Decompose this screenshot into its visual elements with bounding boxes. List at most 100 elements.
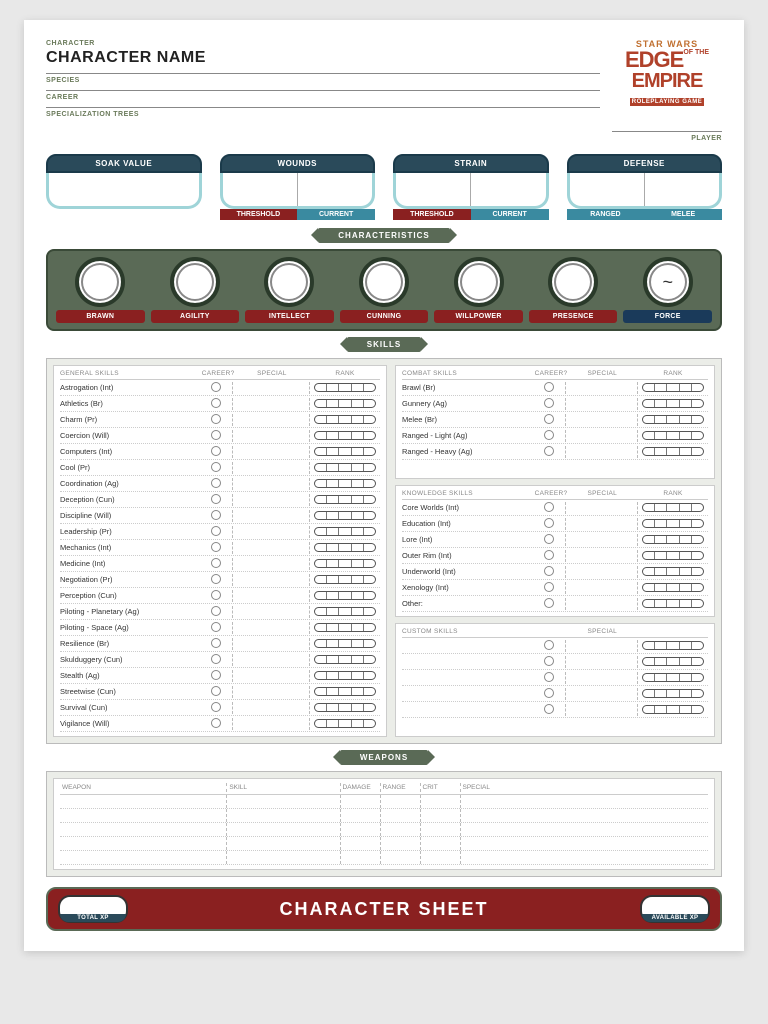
skill-rank[interactable] — [310, 399, 380, 408]
career-checkbox[interactable] — [200, 638, 232, 650]
characteristic-value[interactable] — [264, 257, 314, 307]
skill-rank[interactable] — [310, 719, 380, 728]
career-checkbox[interactable] — [533, 534, 565, 546]
skill-special[interactable] — [232, 654, 310, 666]
skill-rank[interactable] — [638, 583, 708, 592]
career-checkbox[interactable] — [200, 414, 232, 426]
weapon-row[interactable] — [60, 851, 708, 865]
skill-special[interactable] — [232, 574, 310, 586]
career-checkbox[interactable] — [533, 446, 565, 458]
career-checkbox[interactable] — [533, 382, 565, 394]
skill-rank[interactable] — [638, 657, 708, 666]
skill-special[interactable] — [232, 686, 310, 698]
skill-rank[interactable] — [310, 543, 380, 552]
skill-special[interactable] — [232, 462, 310, 474]
skill-rank[interactable] — [638, 705, 708, 714]
skill-rank[interactable] — [638, 535, 708, 544]
career-checkbox[interactable] — [200, 526, 232, 538]
career-checkbox[interactable] — [533, 398, 565, 410]
skill-rank[interactable] — [310, 527, 380, 536]
weapon-row[interactable] — [60, 837, 708, 851]
skill-rank[interactable] — [310, 575, 380, 584]
skill-special[interactable] — [565, 518, 638, 530]
skill-rank[interactable] — [638, 415, 708, 424]
career-checkbox[interactable] — [533, 640, 565, 652]
skill-special[interactable] — [232, 430, 310, 442]
skill-special[interactable] — [565, 640, 638, 652]
skill-rank[interactable] — [638, 519, 708, 528]
skill-rank[interactable] — [310, 607, 380, 616]
skill-rank[interactable] — [310, 671, 380, 680]
skill-rank[interactable] — [638, 431, 708, 440]
characteristic-value[interactable] — [454, 257, 504, 307]
skill-rank[interactable] — [638, 641, 708, 650]
skill-special[interactable] — [232, 478, 310, 490]
skill-rank[interactable] — [310, 511, 380, 520]
career-checkbox[interactable] — [533, 430, 565, 442]
skill-special[interactable] — [232, 494, 310, 506]
weapon-row[interactable] — [60, 823, 708, 837]
career-checkbox[interactable] — [200, 398, 232, 410]
characteristic-value[interactable] — [170, 257, 220, 307]
career-checkbox[interactable] — [533, 656, 565, 668]
skill-rank[interactable] — [310, 463, 380, 472]
skill-rank[interactable] — [310, 447, 380, 456]
career-row[interactable]: CAREER — [46, 90, 600, 107]
skill-rank[interactable] — [310, 591, 380, 600]
character-name[interactable]: CHARACTER NAME — [46, 49, 600, 67]
career-checkbox[interactable] — [200, 718, 232, 730]
skill-rank[interactable] — [638, 447, 708, 456]
weapon-row[interactable] — [60, 795, 708, 809]
career-checkbox[interactable] — [200, 494, 232, 506]
career-checkbox[interactable] — [200, 542, 232, 554]
career-checkbox[interactable] — [533, 414, 565, 426]
weapon-row[interactable] — [60, 809, 708, 823]
skill-rank[interactable] — [310, 623, 380, 632]
skill-rank[interactable] — [638, 399, 708, 408]
skill-rank[interactable] — [310, 383, 380, 392]
skill-special[interactable] — [565, 656, 638, 668]
career-checkbox[interactable] — [200, 670, 232, 682]
skill-rank[interactable] — [310, 431, 380, 440]
skill-rank[interactable] — [310, 559, 380, 568]
career-checkbox[interactable] — [200, 558, 232, 570]
career-checkbox[interactable] — [533, 518, 565, 530]
skill-special[interactable] — [565, 502, 638, 514]
career-checkbox[interactable] — [200, 382, 232, 394]
career-checkbox[interactable] — [200, 702, 232, 714]
career-checkbox[interactable] — [200, 574, 232, 586]
skill-rank[interactable] — [638, 599, 708, 608]
skill-rank[interactable] — [310, 687, 380, 696]
skill-special[interactable] — [565, 382, 638, 394]
skill-special[interactable] — [565, 598, 638, 610]
skill-rank[interactable] — [638, 673, 708, 682]
skill-special[interactable] — [565, 534, 638, 546]
skill-special[interactable] — [232, 398, 310, 410]
skill-special[interactable] — [232, 414, 310, 426]
career-checkbox[interactable] — [533, 688, 565, 700]
player-label[interactable]: PLAYER — [612, 131, 722, 142]
skill-special[interactable] — [232, 510, 310, 522]
career-checkbox[interactable] — [200, 606, 232, 618]
skill-special[interactable] — [232, 382, 310, 394]
career-checkbox[interactable] — [533, 582, 565, 594]
skill-special[interactable] — [565, 688, 638, 700]
skill-special[interactable] — [565, 430, 638, 442]
career-checkbox[interactable] — [200, 654, 232, 666]
skill-special[interactable] — [565, 704, 638, 716]
skill-special[interactable] — [565, 398, 638, 410]
skill-special[interactable] — [232, 622, 310, 634]
skill-special[interactable] — [232, 702, 310, 714]
skill-rank[interactable] — [638, 567, 708, 576]
species-row[interactable]: SPECIES — [46, 73, 600, 90]
skill-special[interactable] — [565, 414, 638, 426]
characteristic-value[interactable] — [75, 257, 125, 307]
career-checkbox[interactable] — [200, 478, 232, 490]
career-checkbox[interactable] — [533, 566, 565, 578]
career-checkbox[interactable] — [200, 430, 232, 442]
skill-special[interactable] — [232, 542, 310, 554]
skill-special[interactable] — [232, 446, 310, 458]
characteristic-value[interactable]: ~ — [643, 257, 693, 307]
skill-special[interactable] — [232, 638, 310, 650]
specialization-row[interactable]: SPECIALIZATION TREES — [46, 107, 600, 124]
